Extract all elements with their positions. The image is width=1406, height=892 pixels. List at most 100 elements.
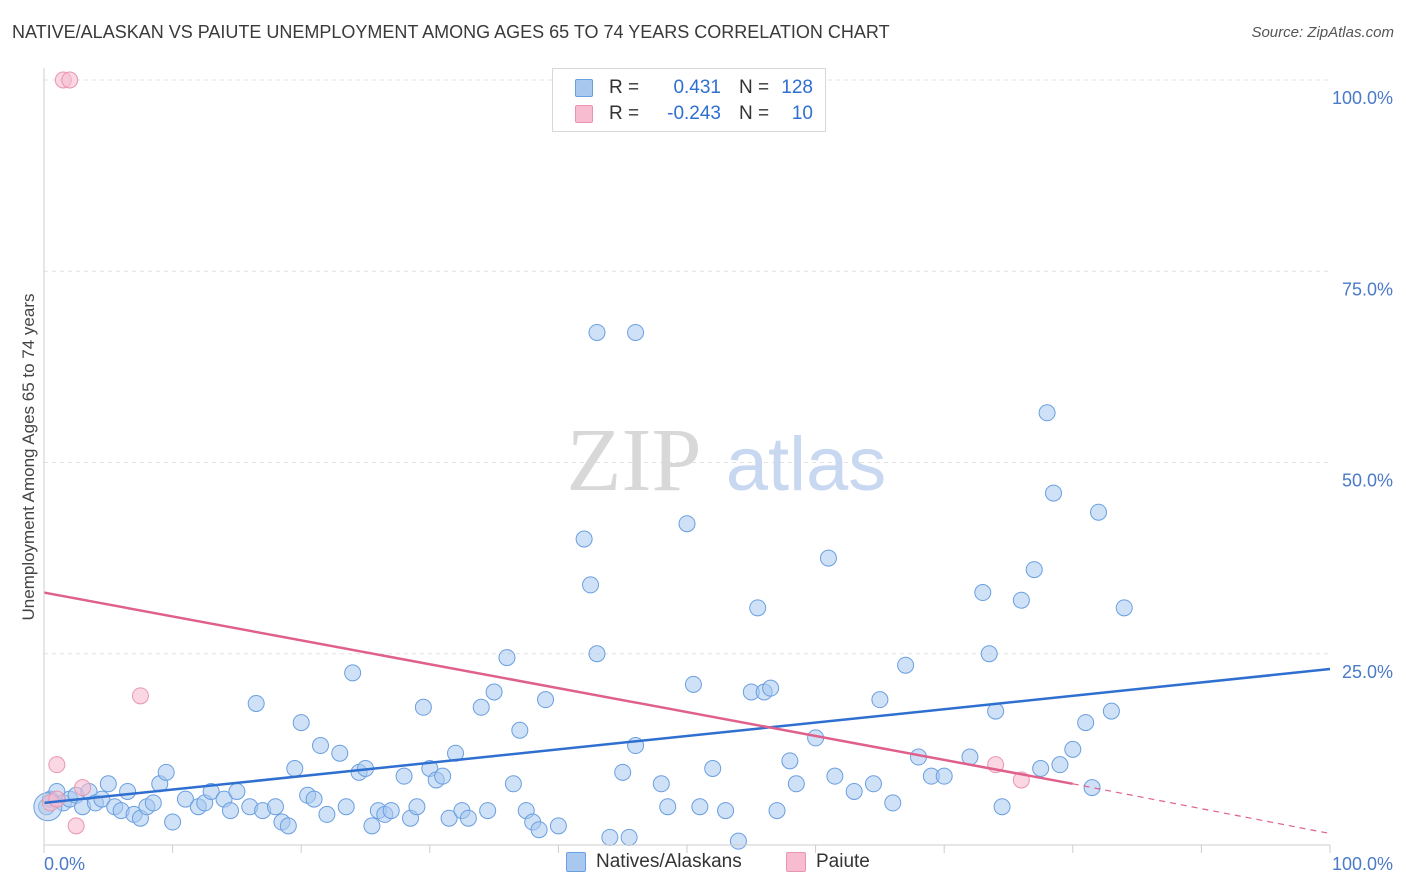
data-point-natives[interactable] xyxy=(678,515,696,533)
data-point-natives[interactable] xyxy=(729,832,747,850)
data-point-natives[interactable] xyxy=(601,828,619,846)
data-point-natives[interactable] xyxy=(787,775,805,793)
data-point-natives[interactable] xyxy=(164,813,182,831)
data-point-natives[interactable] xyxy=(498,649,516,667)
data-point-natives[interactable] xyxy=(382,802,400,820)
data-point-natives[interactable] xyxy=(1032,760,1050,777)
series-legend: Natives/Alaskans Paiute xyxy=(0,851,1406,877)
data-point-natives[interactable] xyxy=(749,599,767,617)
data-point-natives[interactable] xyxy=(485,683,503,701)
data-point-natives[interactable] xyxy=(119,782,137,800)
data-point-natives[interactable] xyxy=(292,714,310,732)
data-point-paiute[interactable] xyxy=(48,790,66,808)
data-point-natives[interactable] xyxy=(884,794,902,812)
data-point-natives[interactable] xyxy=(1077,714,1095,732)
data-point-natives[interactable] xyxy=(582,576,600,594)
data-point-natives[interactable] xyxy=(440,809,458,827)
data-point-natives[interactable] xyxy=(935,767,953,785)
data-point-natives[interactable] xyxy=(974,584,992,602)
data-point-natives[interactable] xyxy=(781,752,799,770)
data-point-natives[interactable] xyxy=(221,802,239,820)
r-value: 0.431 xyxy=(673,77,721,98)
series-legend-natives[interactable]: Natives/Alaskans xyxy=(566,851,742,873)
source-label: Source: ZipAtlas.com xyxy=(1251,24,1394,41)
data-point-natives[interactable] xyxy=(1083,779,1101,797)
data-point-natives[interactable] xyxy=(993,798,1011,816)
data-point-natives[interactable] xyxy=(305,790,323,808)
data-point-natives[interactable] xyxy=(395,767,413,785)
data-point-natives[interactable] xyxy=(762,679,780,697)
data-point-natives[interactable] xyxy=(344,664,362,682)
data-point-natives[interactable] xyxy=(826,767,844,785)
data-point-natives[interactable] xyxy=(620,828,638,846)
data-point-natives[interactable] xyxy=(479,802,497,820)
data-point-natives[interactable] xyxy=(93,790,111,808)
data-point-natives[interactable] xyxy=(627,323,645,341)
data-point-natives[interactable] xyxy=(819,549,837,567)
data-point-natives[interactable] xyxy=(1064,740,1082,758)
data-point-paiute[interactable] xyxy=(74,779,92,797)
data-point-natives[interactable] xyxy=(511,721,529,739)
data-point-natives[interactable] xyxy=(279,817,297,835)
data-point-natives[interactable] xyxy=(980,645,998,663)
legend-swatch-paiute xyxy=(575,105,593,123)
data-point-natives[interactable] xyxy=(684,675,702,693)
data-point-natives[interactable] xyxy=(247,694,265,712)
r-label: R = xyxy=(609,77,640,98)
data-point-natives[interactable] xyxy=(588,645,606,663)
data-point-natives[interactable] xyxy=(717,802,735,820)
data-point-natives[interactable] xyxy=(704,760,722,777)
data-point-natives[interactable] xyxy=(311,737,329,755)
data-point-natives[interactable] xyxy=(768,802,786,820)
data-point-natives[interactable] xyxy=(1115,599,1133,617)
data-point-natives[interactable] xyxy=(414,698,432,716)
data-point-paiute[interactable] xyxy=(48,756,66,774)
series-legend-paiute[interactable]: Paiute xyxy=(786,851,870,873)
trend-line-natives xyxy=(43,667,1331,805)
data-point-natives[interactable] xyxy=(652,775,670,793)
stats-legend: R = 0.431 N = 128 R = -0.243 N = 10 xyxy=(552,68,826,132)
data-point-natives[interactable] xyxy=(1102,702,1120,720)
data-point-natives[interactable] xyxy=(614,763,632,781)
data-point-natives[interactable] xyxy=(337,798,355,816)
data-point-natives[interactable] xyxy=(434,767,452,785)
data-point-natives[interactable] xyxy=(144,794,162,812)
data-point-natives[interactable] xyxy=(897,656,915,674)
data-point-natives[interactable] xyxy=(331,744,349,762)
data-point-natives[interactable] xyxy=(363,817,381,835)
data-point-natives[interactable] xyxy=(286,760,304,777)
data-point-natives[interactable] xyxy=(530,821,548,839)
y-axis-label: Unemployment Among Ages 65 to 74 years xyxy=(19,294,38,621)
data-point-natives[interactable] xyxy=(202,782,220,800)
data-point-natives[interactable] xyxy=(588,323,606,341)
data-point-natives[interactable] xyxy=(1038,404,1056,422)
data-point-natives[interactable] xyxy=(549,817,567,835)
data-point-natives[interactable] xyxy=(318,805,336,823)
data-point-natives[interactable] xyxy=(871,691,889,709)
data-point-paiute[interactable] xyxy=(61,71,79,89)
data-point-natives[interactable] xyxy=(504,775,522,793)
data-point-natives[interactable] xyxy=(408,798,426,816)
data-point-natives[interactable] xyxy=(157,763,175,781)
data-point-natives[interactable] xyxy=(176,790,194,808)
data-point-natives[interactable] xyxy=(1012,591,1030,609)
data-point-natives[interactable] xyxy=(459,809,477,827)
data-point-natives[interactable] xyxy=(1045,484,1063,502)
data-point-natives[interactable] xyxy=(845,782,863,800)
x-tick-label: 100.0% xyxy=(1332,854,1393,874)
data-point-natives[interactable] xyxy=(659,798,677,816)
data-point-natives[interactable] xyxy=(99,775,117,793)
data-point-natives[interactable] xyxy=(1090,503,1108,521)
data-point-natives[interactable] xyxy=(537,691,555,709)
data-point-paiute[interactable] xyxy=(67,817,85,835)
data-point-paiute[interactable] xyxy=(131,687,149,705)
data-point-natives[interactable] xyxy=(1025,561,1043,579)
data-point-natives[interactable] xyxy=(864,775,882,793)
data-point-natives[interactable] xyxy=(691,798,709,816)
data-point-natives[interactable] xyxy=(1051,756,1069,774)
data-point-natives[interactable] xyxy=(575,530,593,548)
data-point-natives[interactable] xyxy=(266,798,284,816)
data-point-natives[interactable] xyxy=(228,782,246,800)
data-point-natives[interactable] xyxy=(472,698,490,716)
